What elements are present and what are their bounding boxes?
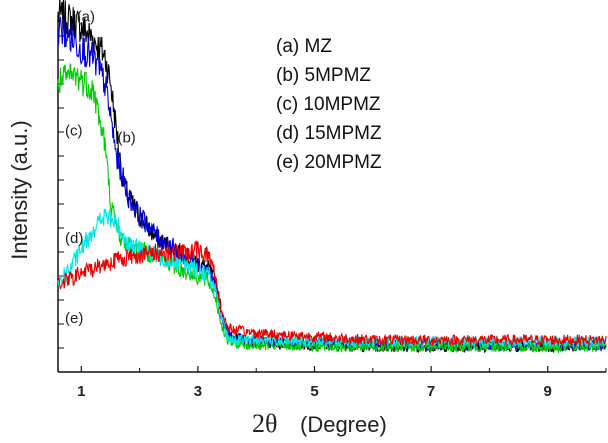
legend-entry-a: (a) MZ <box>276 36 332 57</box>
series-group <box>57 0 607 354</box>
x-tick-label: 3 <box>194 383 202 400</box>
y-axis-title: Intensity (a.u.) <box>7 120 32 259</box>
legend-entry-e: (e) 20MPMZ <box>276 152 382 173</box>
series-line-e <box>57 240 607 347</box>
legend-entry-b: (b) 5MPMZ <box>276 65 371 86</box>
curve-label-1: (b) <box>117 129 135 146</box>
x-axis-ticks: 1 3 5 7 9 <box>77 366 607 400</box>
x-axis-title: 2θ (Degree) <box>252 409 387 438</box>
x-tick-label: 9 <box>544 383 552 400</box>
x-tick-label: 7 <box>427 383 435 400</box>
y-axis-ticks <box>58 35 64 373</box>
legend: (a) MZ (b) 5MPMZ (c) 10MPMZ (d) 15MPMZ (… <box>276 36 382 173</box>
series-line-a <box>57 0 607 354</box>
curve-label-2: (c) <box>65 123 83 140</box>
curve-label-0: (a) <box>77 9 95 26</box>
curve-annotations: (a) (b) (c) (d) (e) <box>65 9 136 328</box>
x-tick-label: 1 <box>77 383 85 400</box>
plot-area: 1 3 5 7 9 (a) (b) (c) (d) (e) <box>57 0 607 400</box>
x-axis-symbol: 2θ <box>252 409 277 438</box>
legend-entry-c: (c) 10MPMZ <box>276 94 381 115</box>
x-axis-unit: (Degree) <box>300 412 387 437</box>
curve-label-3: (d) <box>65 230 83 247</box>
legend-entry-d: (d) 15MPMZ <box>276 123 382 144</box>
x-tick-label: 5 <box>310 383 318 400</box>
series-line-d <box>57 208 607 350</box>
curve-label-4: (e) <box>65 310 83 327</box>
